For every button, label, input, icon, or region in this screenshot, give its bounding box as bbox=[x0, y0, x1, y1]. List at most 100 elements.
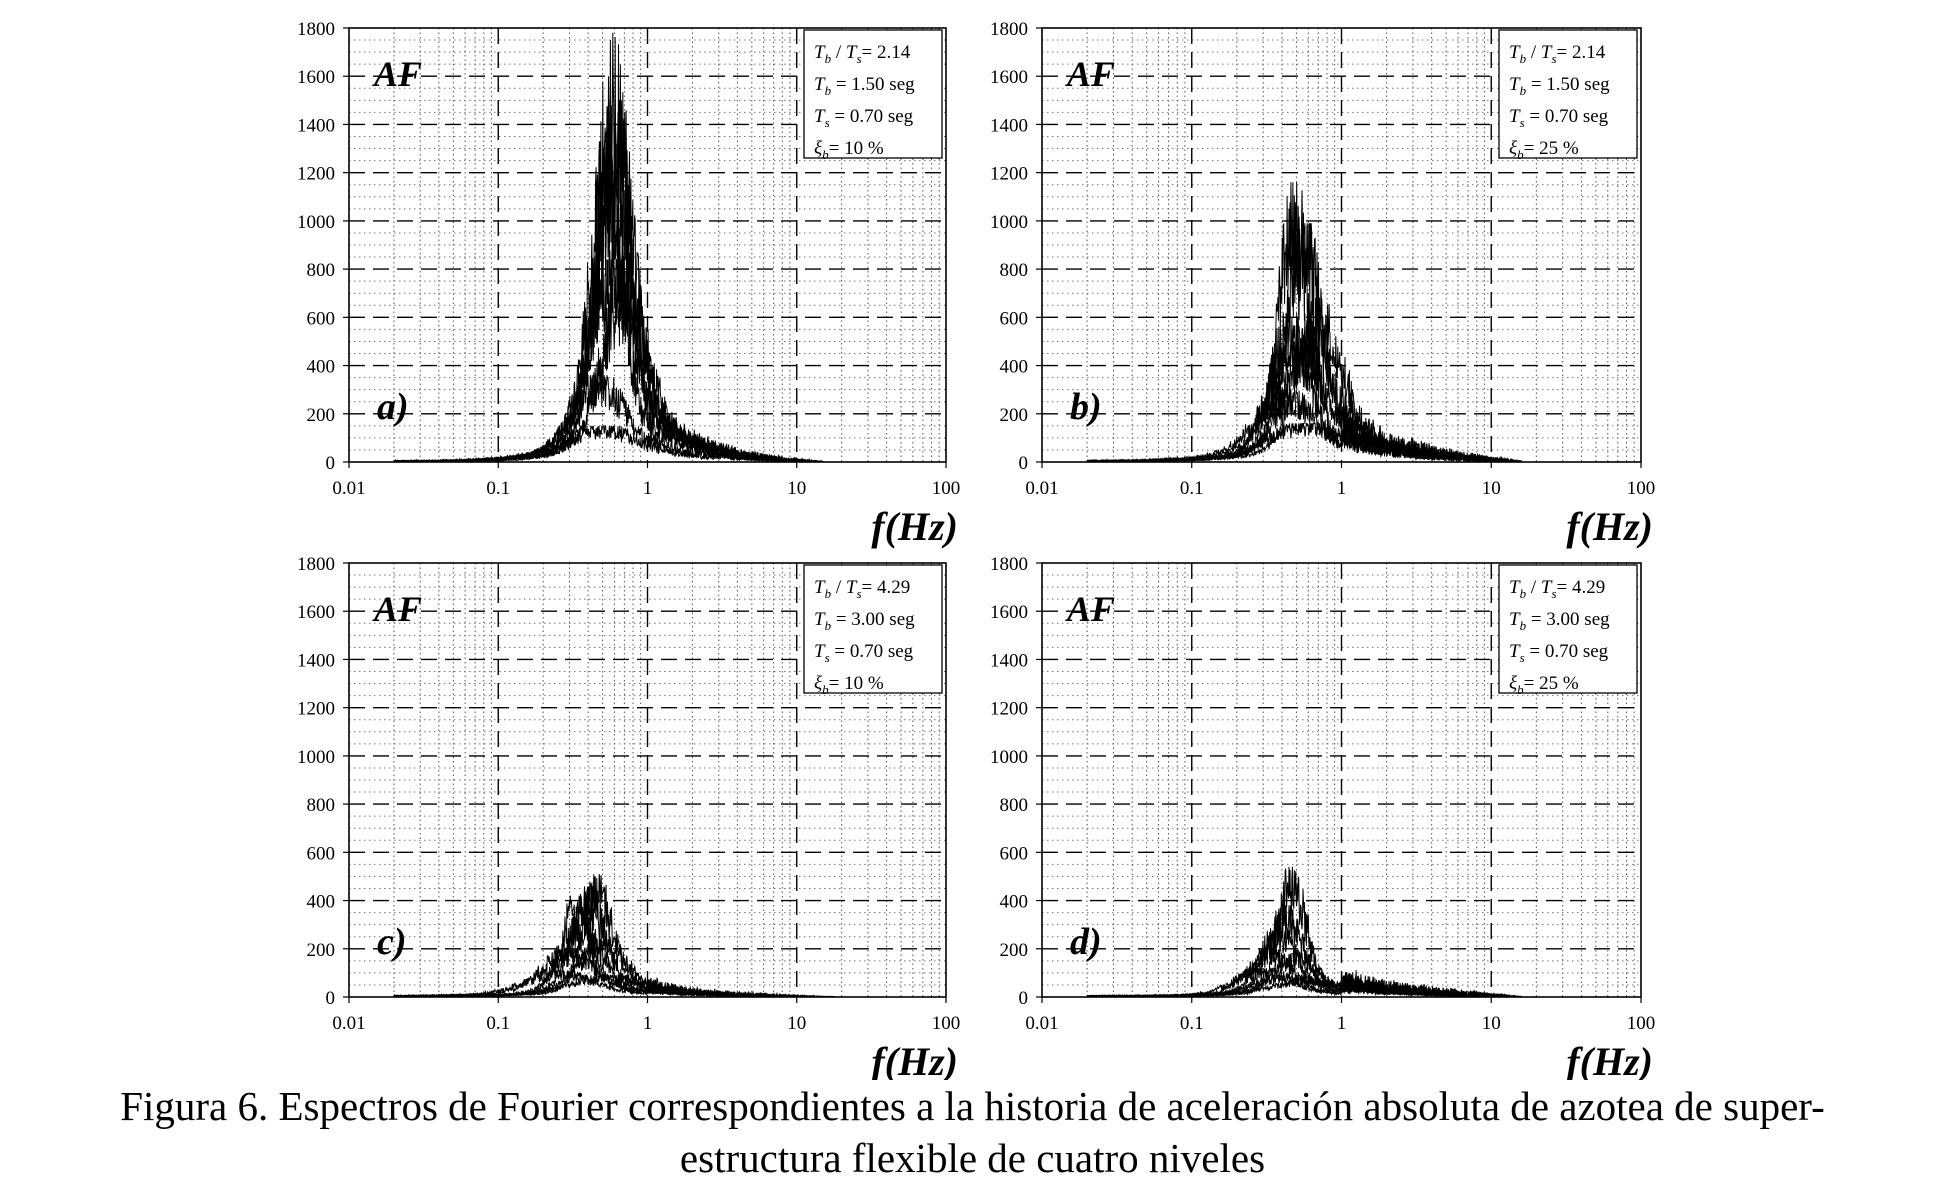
y-tick-label: 800 bbox=[1000, 260, 1029, 281]
legend-entry: Tb = 3.00 seg bbox=[1509, 609, 1610, 633]
y-tick-label: 400 bbox=[307, 357, 336, 378]
spectrum-series-line bbox=[393, 424, 824, 462]
y-tick-label: 200 bbox=[1000, 405, 1029, 426]
y-tick-label: 0 bbox=[1019, 988, 1029, 1009]
y-tick-label: 1800 bbox=[990, 19, 1028, 40]
legend-entry: ξb= 10 % bbox=[814, 673, 884, 697]
y-tick-label: 1200 bbox=[297, 699, 335, 720]
y-tick-label: 200 bbox=[307, 405, 336, 426]
chart-panel-a: 0 200 400 600 800 1000 1200 1400 1600 1800 0.01 0.1… bbox=[297, 19, 960, 549]
y-tick-label: 0 bbox=[1019, 453, 1029, 474]
legend-entry: ξb= 25 % bbox=[1509, 138, 1579, 162]
legend-entry: Tb / Ts= 4.29 bbox=[1509, 577, 1605, 601]
caption-line-2: estructura flexible de cuatro niveles bbox=[679, 1135, 1266, 1181]
y-tick-label: 1000 bbox=[990, 212, 1028, 233]
x-tick-label: 0.1 bbox=[1180, 1013, 1204, 1034]
y-tick-label: 400 bbox=[307, 892, 336, 913]
corner-label: AF bbox=[1065, 54, 1115, 94]
legend-entry: ξb= 10 % bbox=[814, 138, 884, 162]
y-tick-label: 600 bbox=[307, 843, 336, 864]
legend-entry: Ts = 0.70 seg bbox=[1509, 106, 1609, 130]
legend-entry: Tb / Ts= 2.14 bbox=[814, 42, 911, 66]
y-tick-label: 1600 bbox=[990, 67, 1028, 88]
y-tick-label: 400 bbox=[1000, 357, 1029, 378]
x-tick-label: 100 bbox=[932, 478, 961, 499]
panel-label: d) bbox=[1070, 921, 1102, 963]
legend-entry: Ts = 0.70 seg bbox=[814, 106, 914, 130]
y-tick-label: 1400 bbox=[990, 650, 1028, 671]
legend-entry: Ts = 0.70 seg bbox=[1509, 641, 1609, 665]
panel-label: b) bbox=[1070, 386, 1102, 428]
spectrum-series-line bbox=[393, 374, 824, 462]
y-tick-label: 600 bbox=[1000, 308, 1029, 329]
x-tick-label: 1 bbox=[643, 478, 653, 499]
y-tick-label: 1800 bbox=[297, 554, 335, 575]
y-tick-label: 1000 bbox=[990, 747, 1028, 768]
spectrum-series-line bbox=[1086, 422, 1522, 462]
chart-panel-d: 0 200 400 600 800 1000 1200 1400 1600 1800 0.01 0.1… bbox=[990, 554, 1655, 1080]
y-tick-label: 1200 bbox=[990, 164, 1028, 185]
y-tick-label: 800 bbox=[307, 260, 336, 281]
legend-entry: ξb= 25 % bbox=[1509, 673, 1579, 697]
y-tick-label: 1400 bbox=[990, 115, 1028, 136]
y-tick-label: 1200 bbox=[990, 699, 1028, 720]
x-axis-label: f(Hz) bbox=[871, 1039, 958, 1080]
y-tick-label: 1000 bbox=[297, 747, 335, 768]
y-tick-label: 1800 bbox=[990, 554, 1028, 575]
corner-label: AF bbox=[372, 589, 422, 629]
x-tick-label: 1 bbox=[643, 1013, 653, 1034]
x-tick-label: 0.1 bbox=[486, 1013, 510, 1034]
x-tick-label: 1 bbox=[1337, 478, 1347, 499]
spectrum-series-line bbox=[393, 974, 836, 997]
x-tick-label: 0.01 bbox=[1025, 1013, 1058, 1034]
y-tick-label: 200 bbox=[1000, 940, 1029, 961]
y-tick-label: 1400 bbox=[297, 650, 335, 671]
y-tick-label: 0 bbox=[326, 453, 336, 474]
y-tick-label: 1600 bbox=[297, 67, 335, 88]
legend-box bbox=[1498, 564, 1638, 694]
x-axis-label: f(Hz) bbox=[871, 504, 958, 549]
x-tick-label: 10 bbox=[1482, 478, 1501, 499]
legend-box bbox=[803, 564, 943, 694]
y-tick-label: 0 bbox=[326, 988, 336, 1009]
x-tick-label: 100 bbox=[1627, 1013, 1656, 1034]
x-tick-label: 0.01 bbox=[1025, 478, 1058, 499]
y-tick-label: 1600 bbox=[990, 602, 1028, 623]
chart-panel-b: 0 200 400 600 800 1000 1200 1400 1600 1800 0.01 0.1… bbox=[990, 19, 1655, 549]
x-axis-label: f(Hz) bbox=[1566, 1039, 1653, 1080]
legend-box bbox=[803, 29, 943, 159]
x-tick-label: 10 bbox=[787, 478, 806, 499]
panel-label: c) bbox=[377, 921, 407, 963]
corner-label: AF bbox=[1065, 589, 1115, 629]
y-tick-label: 800 bbox=[307, 795, 336, 816]
x-tick-label: 0.1 bbox=[486, 478, 510, 499]
x-tick-label: 100 bbox=[1627, 478, 1656, 499]
y-tick-label: 1200 bbox=[297, 164, 335, 185]
x-tick-label: 100 bbox=[932, 1013, 961, 1034]
x-axis-label: f(Hz) bbox=[1566, 504, 1653, 549]
legend-entry: Tb / Ts= 4.29 bbox=[814, 577, 910, 601]
y-tick-label: 400 bbox=[1000, 892, 1029, 913]
legend-entry: Tb / Ts= 2.14 bbox=[1509, 42, 1606, 66]
x-tick-label: 0.01 bbox=[332, 478, 365, 499]
x-tick-label: 10 bbox=[1482, 1013, 1501, 1034]
spectrum-series-line bbox=[1086, 326, 1523, 462]
legend-entry: Tb = 1.50 seg bbox=[1509, 74, 1610, 98]
x-tick-label: 1 bbox=[1337, 1013, 1347, 1034]
corner-label: AF bbox=[372, 54, 422, 94]
figure-caption: Figura 6. Espectros de Fourier correspon… bbox=[0, 1080, 1945, 1184]
y-tick-label: 800 bbox=[1000, 795, 1029, 816]
legend-entry: Tb = 3.00 seg bbox=[814, 609, 915, 633]
x-tick-label: 0.1 bbox=[1180, 478, 1204, 499]
chart-panel-c: 0 200 400 600 800 1000 1200 1400 1600 1800 0.01 0.1… bbox=[297, 554, 960, 1080]
y-tick-label: 1600 bbox=[297, 602, 335, 623]
y-tick-label: 600 bbox=[1000, 843, 1029, 864]
legend-entry: Ts = 0.70 seg bbox=[814, 641, 914, 665]
y-tick-label: 1400 bbox=[297, 115, 335, 136]
x-tick-label: 0.01 bbox=[332, 1013, 365, 1034]
panel-label: a) bbox=[377, 386, 409, 428]
y-tick-label: 600 bbox=[307, 308, 336, 329]
legend-box bbox=[1498, 29, 1638, 159]
caption-line-1: Figura 6. Espectros de Fourier correspon… bbox=[120, 1083, 1825, 1129]
